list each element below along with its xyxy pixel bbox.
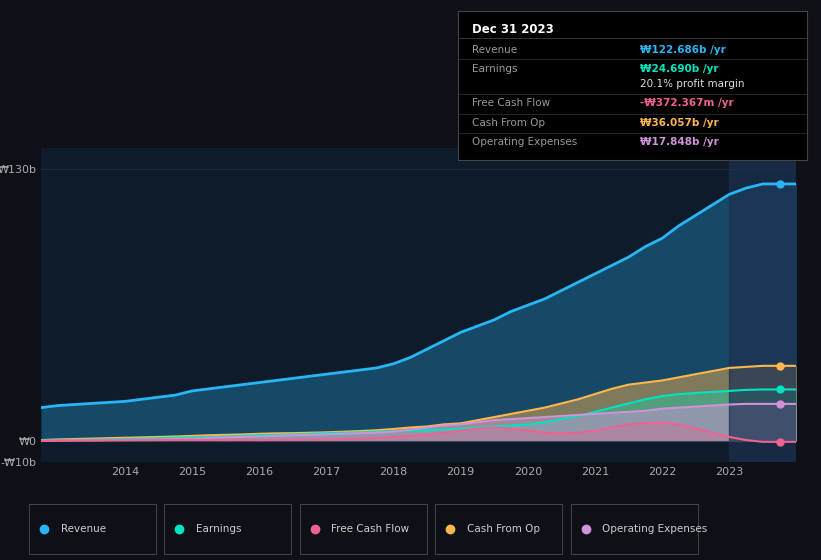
Bar — [729, 148, 803, 462]
Text: Operating Expenses: Operating Expenses — [472, 137, 577, 147]
Text: ₩36.057b /yr: ₩36.057b /yr — [640, 118, 718, 128]
Text: Revenue: Revenue — [472, 45, 517, 55]
Text: Operating Expenses: Operating Expenses — [603, 524, 708, 534]
Text: ₩122.686b /yr: ₩122.686b /yr — [640, 45, 725, 55]
Text: Cash From Op: Cash From Op — [467, 524, 540, 534]
Text: Free Cash Flow: Free Cash Flow — [472, 98, 550, 108]
Text: Revenue: Revenue — [61, 524, 106, 534]
Text: Cash From Op: Cash From Op — [472, 118, 545, 128]
Text: ₩17.848b /yr: ₩17.848b /yr — [640, 137, 718, 147]
Text: Earnings: Earnings — [472, 64, 517, 74]
Text: Earnings: Earnings — [196, 524, 241, 534]
Text: ₩24.690b /yr: ₩24.690b /yr — [640, 64, 718, 74]
Text: Free Cash Flow: Free Cash Flow — [332, 524, 410, 534]
Text: Dec 31 2023: Dec 31 2023 — [472, 23, 554, 36]
Text: -₩372.367m /yr: -₩372.367m /yr — [640, 98, 733, 108]
Text: 20.1% profit margin: 20.1% profit margin — [640, 79, 744, 89]
